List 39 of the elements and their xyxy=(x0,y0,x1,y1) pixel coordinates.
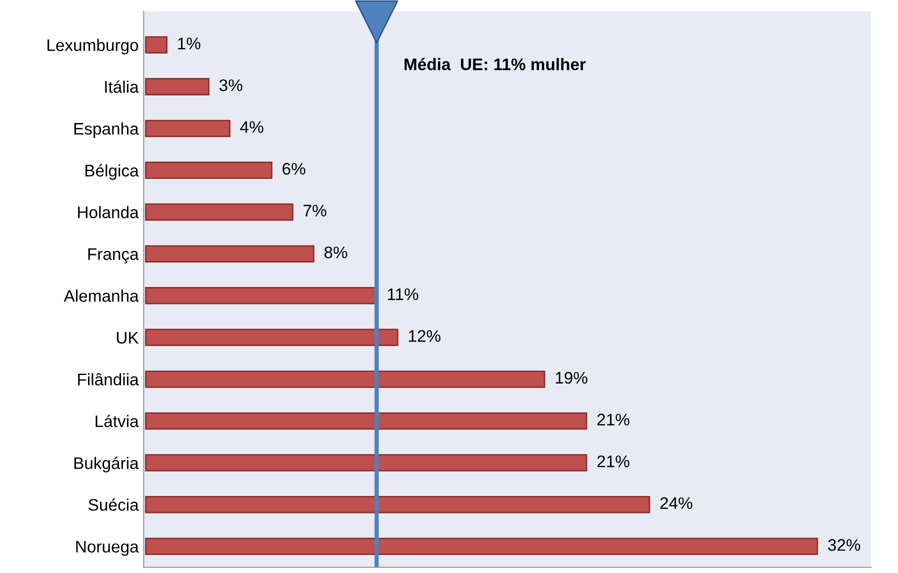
y-tick-label: Espanha xyxy=(74,122,139,138)
data-label: 4% xyxy=(240,121,264,133)
bar xyxy=(145,245,314,262)
data-label: 12% xyxy=(408,330,440,342)
bar xyxy=(145,370,546,388)
bar xyxy=(145,496,650,514)
data-label: 21% xyxy=(597,414,630,426)
ref-line-label: Média UE: 11% mulher xyxy=(404,58,586,70)
bar xyxy=(145,203,294,221)
y-tick-label: Lexumburgo xyxy=(48,38,138,54)
data-label: 32% xyxy=(828,539,860,551)
bar xyxy=(145,538,818,556)
y-tick-label: Suécia xyxy=(88,498,139,511)
bar xyxy=(145,412,588,430)
data-label: 6% xyxy=(282,162,306,175)
y-tick-label: Filândiia xyxy=(78,373,139,386)
y-tick-label: Bélgica xyxy=(86,164,139,180)
bar xyxy=(145,78,210,96)
y-tick-label: Itália xyxy=(105,80,139,93)
y-tick-label: UK xyxy=(116,332,139,344)
data-label: 1% xyxy=(178,38,200,50)
bar xyxy=(145,120,230,138)
data-label: 11% xyxy=(388,288,418,300)
data-label: 8% xyxy=(324,246,348,258)
data-label: 3% xyxy=(219,79,242,92)
y-tick-label: França xyxy=(88,248,139,264)
bar xyxy=(145,454,588,472)
bar xyxy=(145,36,168,54)
data-label: 7% xyxy=(304,204,326,216)
bar xyxy=(145,162,272,179)
data-label: 19% xyxy=(556,372,588,384)
y-tick-label: Alemanha xyxy=(64,290,139,302)
y-tick-label: Noruega xyxy=(76,540,139,556)
y-tick-label: Bukgária xyxy=(74,456,139,472)
data-label: 24% xyxy=(660,497,692,509)
data-label: 21% xyxy=(597,455,630,468)
y-tick-label: Látvia xyxy=(96,414,139,428)
bar xyxy=(145,328,398,346)
y-tick-label: Holanda xyxy=(78,206,139,218)
